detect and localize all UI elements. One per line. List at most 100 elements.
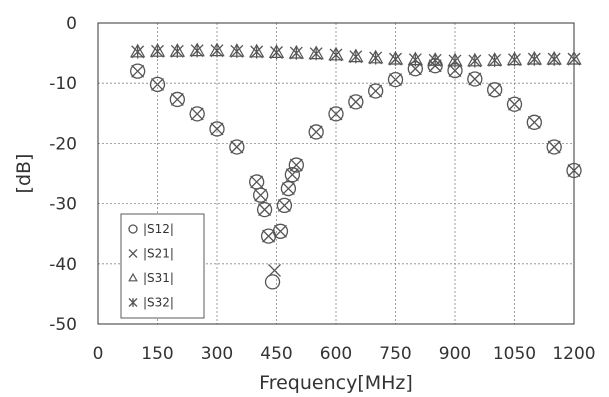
circle-marker (189, 106, 205, 122)
series-x (131, 59, 581, 277)
y-axis-label: [dB] (13, 154, 35, 194)
asterisk-marker (289, 46, 303, 60)
x-marker (567, 164, 581, 177)
asterisk-marker (210, 44, 224, 58)
x-tick-label: 600 (320, 344, 352, 364)
legend-circle-marker (128, 224, 138, 234)
x-marker (277, 198, 291, 212)
x-marker (258, 203, 272, 217)
x-tick-label: 300 (201, 344, 233, 364)
x-marker (508, 97, 521, 111)
x-tick-label: 450 (260, 344, 292, 364)
x-marker (468, 72, 482, 86)
asterisk-marker (428, 53, 442, 67)
x-marker (170, 92, 184, 106)
asterisk-marker (250, 45, 264, 59)
circle-marker (252, 187, 269, 203)
circle-marker (387, 71, 404, 88)
legend-label: |S12| (143, 222, 174, 236)
asterisk-marker (408, 53, 422, 67)
asterisk-marker (508, 53, 521, 67)
x-marker (254, 188, 268, 202)
x-marker (151, 77, 164, 91)
x-marker (527, 115, 541, 129)
asterisk-marker (131, 45, 145, 59)
circle-marker (264, 274, 281, 290)
y-tick-label: -40 (49, 255, 77, 275)
x-marker (488, 83, 502, 97)
plot-area-frame (97, 22, 575, 325)
x-marker (329, 107, 343, 121)
asterisk-marker (389, 52, 402, 66)
legend-asterisk-marker (128, 298, 138, 307)
series-circle (130, 58, 582, 290)
legend: |S12| |S21| |S31| |S32| (120, 213, 205, 319)
asterisk-marker (329, 48, 343, 62)
circle-marker (149, 76, 166, 93)
circle-marker (308, 124, 324, 140)
legend-x-marker (128, 249, 138, 258)
asterisk-marker (151, 44, 164, 58)
legend-label: |S21| (143, 247, 174, 261)
asterisk-marker (349, 50, 363, 64)
data-markers (129, 42, 582, 290)
asterisk-marker (190, 44, 204, 58)
asterisk-marker (369, 51, 383, 65)
y-tick-label: -10 (49, 74, 77, 94)
circle-marker (506, 96, 523, 112)
asterisk-marker (547, 52, 561, 66)
asterisk-marker (270, 45, 283, 60)
x-marker (268, 263, 281, 277)
asterisk-marker (488, 53, 502, 67)
x-axis-ticks: 0 150 300 450 600 750 900 1050 1200 (93, 344, 596, 364)
circle-marker (348, 94, 364, 110)
series-asterisk (131, 44, 581, 68)
legend-label: |S31| (143, 271, 174, 285)
circle-marker (546, 139, 562, 155)
x-marker (210, 122, 224, 136)
x-tick-label: 1200 (552, 344, 595, 364)
circle-marker (368, 83, 384, 99)
circle-marker (566, 162, 582, 179)
y-tick-label: -20 (49, 134, 77, 154)
x-marker (448, 64, 462, 78)
circle-marker (487, 82, 503, 98)
circle-marker (284, 167, 301, 183)
asterisk-marker (448, 54, 462, 68)
x-marker (250, 175, 264, 189)
circle-marker (256, 201, 273, 218)
x-tick-label: 150 (141, 344, 173, 364)
x-marker (281, 182, 295, 196)
circle-marker (229, 139, 245, 155)
asterisk-marker (170, 44, 184, 58)
y-tick-label: -30 (49, 195, 77, 215)
circle-marker (280, 180, 297, 197)
y-tick-label: -50 (49, 315, 77, 335)
x-tick-label: 0 (93, 344, 104, 364)
x-marker (289, 158, 303, 172)
x-marker (547, 140, 561, 154)
asterisk-marker (309, 47, 323, 61)
x-marker (274, 224, 287, 238)
x-tick-label: 750 (379, 344, 411, 364)
x-tick-label: 900 (439, 344, 471, 364)
circle-marker (467, 71, 483, 87)
circle-marker (209, 121, 225, 137)
legend-triangle-marker (128, 272, 138, 282)
x-tick-label: 1050 (493, 344, 536, 364)
asterisk-marker (468, 54, 482, 68)
asterisk-marker (527, 52, 541, 66)
y-tick-label: 0 (66, 14, 77, 34)
circle-marker (169, 91, 185, 108)
circle-marker (288, 157, 304, 173)
x-marker (262, 229, 276, 243)
circle-marker (276, 197, 293, 214)
x-marker (131, 64, 145, 78)
circle-marker (526, 114, 542, 130)
x-marker (230, 140, 244, 154)
x-marker (389, 73, 402, 87)
circle-marker (328, 106, 344, 122)
x-marker (190, 107, 204, 121)
x-marker (309, 125, 323, 139)
